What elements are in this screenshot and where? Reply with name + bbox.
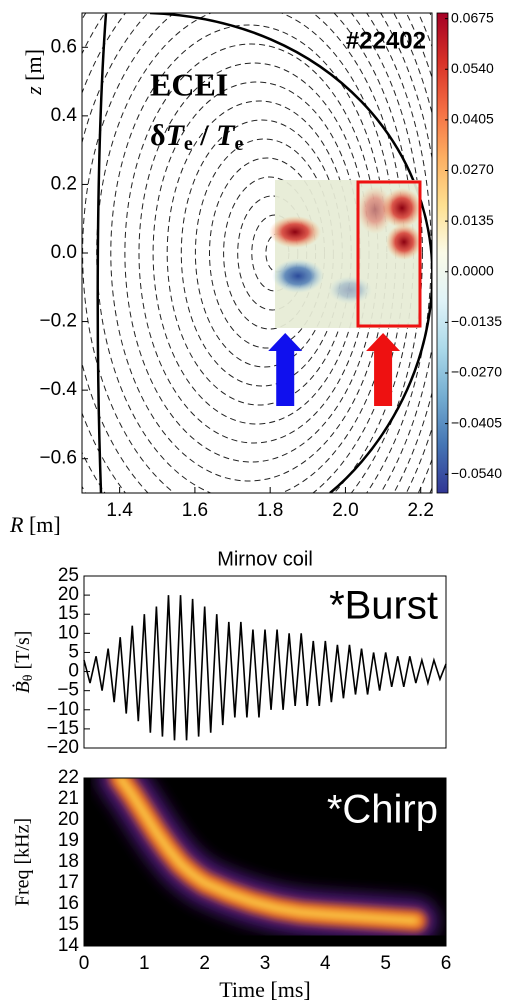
x-axis-label: Time [ms] — [219, 977, 310, 1002]
colorbar-tick-label: −0.0270 — [451, 364, 502, 380]
ratio-part: T — [216, 119, 236, 152]
y-tick-label: −15 — [47, 718, 79, 739]
highlight-box — [356, 180, 422, 328]
ratio-part: e — [234, 133, 243, 155]
y-tick-label: −0.2 — [39, 311, 77, 332]
y-tick-label: 21 — [58, 788, 79, 809]
flux-surface — [82, 13, 423, 493]
ridge-line — [116, 778, 420, 925]
colorbar-tick-label: 0.0135 — [451, 212, 494, 228]
y-tick-label: 15 — [58, 914, 79, 935]
y-axis-label: Freq [kHz] — [12, 818, 34, 906]
ratio-part: e — [184, 133, 193, 155]
ratio-part: / — [193, 119, 216, 152]
spectrogram-image — [98, 778, 438, 943]
ratio-part: δ — [150, 119, 166, 152]
y-tick-label: 20 — [58, 809, 79, 830]
y-tick-label: 5 — [68, 641, 79, 662]
x-tick-label: 1 — [139, 953, 150, 974]
marker-arrow — [268, 333, 303, 406]
x-tick-label: 6 — [441, 953, 452, 974]
y-tick-label: −5 — [57, 680, 79, 701]
y-tick-label: −0.4 — [39, 379, 77, 400]
colorbar-tick-label: −0.0405 — [451, 414, 502, 430]
label-part: θ — [21, 674, 36, 681]
label-part: [m] — [21, 49, 46, 86]
ecei-blob — [386, 224, 422, 260]
label-part: [T/s] — [12, 631, 34, 675]
shot-number: #22402 — [346, 27, 426, 54]
x-tick-label: 5 — [380, 953, 391, 974]
x-tick-label: 1.6 — [182, 500, 208, 521]
ecei-blob — [382, 188, 422, 228]
y-axis-label: Ḃθ [T/s] — [11, 631, 37, 694]
y-tick-label: 16 — [58, 893, 79, 914]
x-axis-label: R [m] — [9, 512, 61, 537]
y-tick-label: 19 — [58, 830, 79, 851]
x-tick-label: 1.4 — [106, 500, 133, 521]
ecei-blob — [269, 216, 321, 248]
y-tick-label: 22 — [58, 767, 79, 788]
ratio-label: δTe / Te — [150, 119, 243, 155]
colorbar-tick-label: 0.0000 — [451, 262, 494, 278]
y-tick-label: 0.4 — [51, 105, 78, 126]
x-tick-label: 2 — [199, 953, 210, 974]
colorbar-tick-label: 0.0540 — [451, 60, 494, 76]
y-tick-label: 10 — [58, 622, 79, 643]
ecei-image — [269, 180, 422, 328]
label-part: R — [9, 512, 24, 537]
annotation: *Burst — [329, 584, 438, 628]
colorbar-tick-label: 0.0405 — [451, 111, 494, 127]
marker-arrow — [366, 333, 401, 406]
x-tick-label: 2.0 — [332, 500, 358, 521]
ratio-part: T — [166, 119, 186, 152]
y-tick-label: 0.6 — [51, 36, 77, 57]
x-tick-label: 2.2 — [407, 500, 433, 521]
y-tick-label: 0.2 — [51, 173, 77, 194]
x-tick-label: 4 — [320, 953, 331, 974]
y-tick-label: 18 — [58, 851, 79, 872]
y-tick-label: 17 — [58, 872, 79, 893]
y-tick-label: −10 — [47, 699, 79, 720]
ecei-blob — [357, 186, 393, 234]
y-tick-label: 0 — [68, 661, 79, 682]
annotation: *Chirp — [327, 788, 438, 832]
label-part: z — [21, 86, 46, 96]
colorbar-tick-label: 0.0270 — [451, 161, 494, 177]
y-axis-label: z [m] — [21, 49, 46, 96]
x-tick-label: 1.8 — [257, 500, 283, 521]
y-tick-label: 20 — [58, 584, 79, 605]
colorbar — [436, 12, 449, 494]
separatrix — [96, 13, 432, 493]
colorbar-tick-label: 0.0675 — [451, 9, 494, 25]
colorbar-tick-label: −0.0540 — [451, 465, 502, 481]
panel-title: Mirnov coil — [217, 548, 313, 570]
ecei-blob — [272, 259, 324, 293]
x-tick-label: 0 — [79, 953, 90, 974]
y-tick-label: 15 — [58, 603, 79, 624]
y-tick-label: 0.0 — [51, 242, 77, 263]
x-tick-label: 3 — [260, 953, 271, 974]
method-label: ECEI — [150, 66, 228, 102]
signal-line — [83, 595, 447, 741]
arrows — [268, 333, 401, 406]
label-part: Ḃ — [11, 681, 34, 693]
label-part: [m] — [23, 512, 60, 537]
separatrix-line — [149, 13, 432, 493]
y-tick-label: −20 — [47, 737, 79, 758]
y-tick-label: 14 — [58, 935, 80, 956]
colorbar-tick-label: −0.0135 — [451, 313, 502, 329]
wall-line — [96, 13, 108, 493]
y-tick-label: −0.6 — [39, 448, 77, 469]
ecei-blob — [328, 276, 372, 304]
y-tick-label: 25 — [58, 565, 79, 586]
